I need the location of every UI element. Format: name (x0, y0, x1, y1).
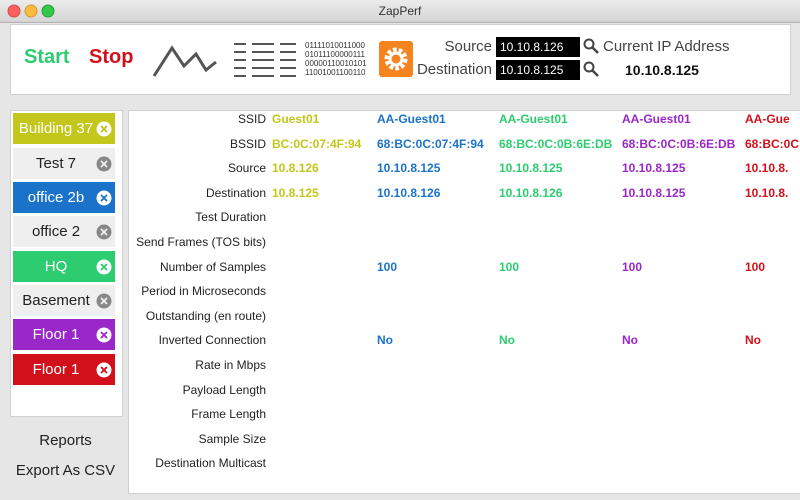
sidebar-item[interactable]: Basement (13, 285, 115, 316)
item-label: Basement (22, 292, 90, 309)
table-cell: No (622, 333, 638, 348)
item-label: HQ (44, 258, 68, 275)
table-cell: 100 (499, 259, 520, 274)
table-cell: 68:BC:0C:07:4F:94 (377, 136, 484, 151)
window-controls[interactable] (0, 0, 60, 22)
row-label: SSID (237, 112, 266, 126)
table-cell: 10.10.8.125 (622, 185, 686, 200)
sidebar-item[interactable]: HQ (13, 251, 115, 282)
row-label: Destination Multicast (155, 456, 266, 471)
item-label: office 2b (27, 189, 85, 206)
current-ip: 10.10.8.125 (625, 62, 699, 78)
table-cell: 10.8.125 (272, 185, 319, 200)
table-cell: 100 (377, 259, 398, 274)
reports-button[interactable]: Reports (39, 432, 92, 449)
list-icon[interactable] (232, 40, 298, 78)
row-label: Payload Length (182, 382, 266, 397)
remove-icon[interactable] (96, 259, 112, 275)
row-label: Period in Microseconds (141, 284, 266, 299)
search-icon[interactable] (583, 38, 599, 54)
sidebar-item[interactable]: Test 7 (13, 148, 115, 179)
binary-line: 11001001100110 (305, 68, 366, 77)
stop-button[interactable]: Stop (89, 46, 134, 68)
item-label: Floor 1 (32, 326, 80, 343)
binary-line: 01011100000111 (305, 50, 365, 59)
sidebar-item[interactable]: Floor 1 (13, 319, 115, 350)
search-icon[interactable] (583, 61, 599, 77)
table-cell: 10.10.8.125 (622, 161, 686, 176)
item-label: Building 37 (18, 120, 94, 137)
row-label: Frame Length (191, 407, 266, 422)
start-button[interactable]: Start (24, 46, 70, 68)
binary-icon[interactable]: 01111010011000 01011100000111 000001100101… (305, 41, 367, 77)
item-label: office 2 (31, 223, 81, 240)
toolbar (10, 24, 791, 95)
sidebar-item[interactable]: Building 37 (13, 113, 115, 144)
table-cell: 100 (622, 259, 643, 274)
table-cell: 100 (745, 259, 766, 274)
row-label: Outstanding (en route) (145, 308, 266, 323)
sidebar-item[interactable]: office 2b (13, 182, 115, 213)
row-label: Number of Samples (159, 259, 266, 274)
sidebar-item[interactable]: office 2 (13, 216, 115, 247)
remove-icon[interactable] (96, 327, 112, 343)
remove-icon[interactable] (96, 362, 112, 378)
table-cell: AA-Guest01 (377, 112, 446, 126)
table-cell: 68:BC:0C:0B:6E:DB (499, 136, 613, 151)
row-label: Destination (205, 185, 266, 200)
row-label: Send Frames (TOS bits) (136, 235, 266, 249)
table-cell: BC:0C:07:4F:94 (272, 136, 362, 151)
results-table (128, 110, 800, 494)
row-label: BSSID (229, 136, 266, 151)
remove-icon[interactable] (96, 121, 112, 137)
remove-icon[interactable] (96, 224, 112, 240)
row-label: Sample Size (198, 431, 266, 446)
settings-button[interactable] (379, 41, 413, 77)
export-button[interactable]: Export As CSV (15, 462, 116, 479)
table-cell: 10.10.8.126 (499, 185, 563, 200)
row-label: Inverted Connection (158, 333, 266, 348)
row-label: Test Duration (195, 210, 266, 225)
table-cell: AA-Guest01 (622, 112, 691, 126)
item-label: Test 7 (35, 155, 77, 172)
table-cell: 10.8.126 (272, 161, 319, 176)
binary-line: 00000110010101 (305, 59, 367, 68)
remove-icon[interactable] (96, 190, 112, 206)
sidebar-item[interactable]: Floor 1 (13, 354, 115, 385)
title-bar: ZapPerf (0, 0, 800, 23)
remove-icon[interactable] (96, 156, 112, 172)
destination-label: Destination (416, 61, 492, 78)
table-cell: No (377, 333, 393, 348)
binary-line: 01111010011000 (305, 41, 365, 50)
table-cell: 10.10.8.125 (377, 161, 441, 176)
table-cell: AA-Guest01 (499, 112, 568, 126)
window-title: ZapPerf (378, 4, 422, 18)
source-label: Source (444, 38, 492, 55)
table-cell: 10.10.8.125 (499, 161, 563, 176)
current-ip-label: Current IP Address (603, 38, 730, 55)
remove-icon[interactable] (96, 293, 112, 309)
table-cell: AA-Gue (745, 112, 790, 126)
chart-icon[interactable] (150, 40, 220, 80)
table-cell: Guest01 (272, 112, 320, 126)
source-input[interactable]: 10.10.8.126 (496, 37, 580, 57)
row-label: Source (227, 161, 266, 176)
table-cell: 10.10.8. (745, 161, 789, 176)
table-cell: 10.10.8.126 (377, 185, 441, 200)
table-cell: No (745, 333, 761, 348)
table-cell: No (499, 333, 515, 348)
table-cell: 68:BC:0C (745, 136, 800, 151)
destination-input[interactable]: 10.10.8.125 (496, 60, 580, 80)
item-label: Floor 1 (32, 361, 80, 378)
row-label: Rate in Mbps (195, 358, 266, 372)
table-cell: 10.10.8. (745, 185, 789, 200)
table-cell: 68:BC:0C:0B:6E:DB (622, 136, 736, 151)
